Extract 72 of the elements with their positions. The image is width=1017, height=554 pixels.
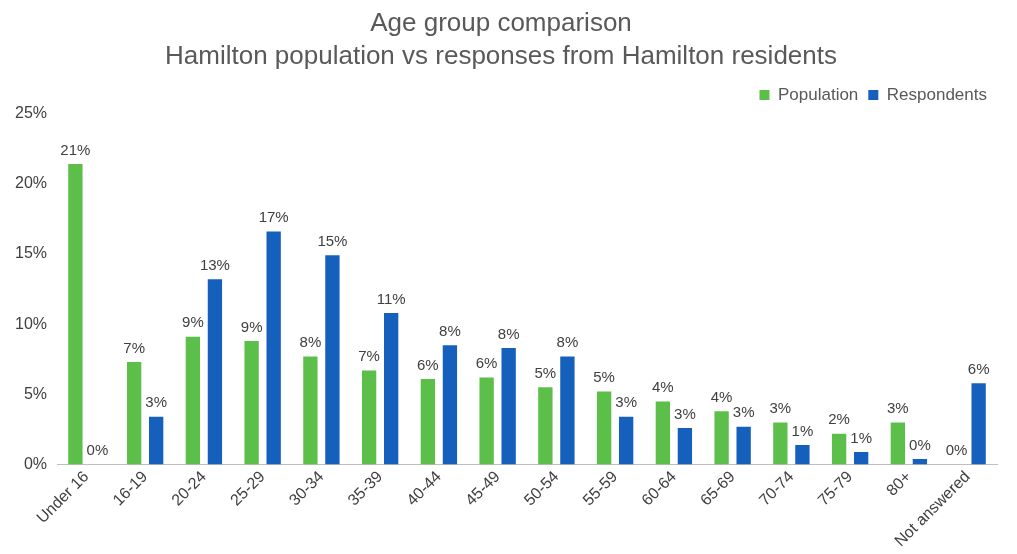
bar: [677, 428, 693, 465]
bar: [618, 416, 634, 465]
data-label: 3%: [732, 403, 755, 421]
data-label: 7%: [123, 338, 145, 356]
legend-label: Respondents: [886, 84, 988, 104]
bar: [325, 255, 340, 465]
data-label: 8%: [497, 324, 520, 342]
bar: [185, 336, 201, 465]
bar: [795, 444, 810, 465]
bar: [266, 231, 281, 465]
bar: [538, 387, 553, 465]
bar: [853, 451, 869, 465]
bar: [384, 312, 399, 465]
y-tick-label: 5%: [23, 384, 48, 402]
bar: [596, 391, 612, 465]
data-label: 11%: [376, 289, 406, 307]
data-label: 5%: [534, 363, 557, 381]
bar: [479, 377, 494, 465]
bar: [773, 422, 788, 465]
data-label: 5%: [593, 368, 615, 386]
bar: [890, 422, 906, 465]
bar: [303, 356, 318, 465]
y-tick-label: 25%: [14, 103, 48, 121]
data-label: 9%: [240, 317, 263, 335]
data-label: 1%: [791, 421, 814, 439]
bar: [971, 383, 986, 465]
bar: [361, 370, 377, 465]
data-label: 21%: [60, 140, 91, 158]
data-label: 4%: [652, 378, 674, 396]
data-label: 0%: [86, 441, 109, 459]
bar: [244, 340, 259, 465]
chart-subtitle: Hamilton population vs responses from Hamilton residents: [165, 39, 837, 70]
data-label: 13%: [199, 255, 230, 273]
bar: [831, 433, 847, 465]
legend-label: Population: [777, 84, 859, 104]
bar: [655, 401, 671, 465]
data-label: 0%: [945, 441, 968, 459]
data-label: 4%: [710, 387, 733, 405]
data-label: 3%: [674, 404, 696, 422]
data-label: 6%: [417, 355, 439, 373]
y-tick-label: 20%: [14, 174, 48, 192]
data-label: 6%: [967, 359, 990, 377]
bar: [560, 356, 575, 465]
data-label: 3%: [769, 399, 792, 417]
bar: [420, 378, 436, 465]
bar: [68, 163, 83, 465]
x-tick-label: 80+: [882, 467, 915, 499]
bar: [501, 348, 516, 465]
data-label: 3%: [615, 393, 637, 411]
data-label: 17%: [258, 208, 289, 226]
bar: [126, 362, 142, 465]
data-label: 3%: [145, 393, 168, 411]
data-label: 3%: [887, 399, 909, 417]
data-label: 8%: [299, 333, 322, 351]
bar: [207, 279, 223, 465]
data-label: 0%: [909, 435, 931, 453]
bar: [442, 345, 458, 465]
data-label: 6%: [475, 354, 498, 372]
y-tick-label: 15%: [14, 244, 48, 262]
data-label: 8%: [439, 321, 461, 339]
data-label: 7%: [358, 347, 380, 365]
y-tick-label: 0%: [23, 455, 48, 473]
data-label: 15%: [317, 231, 348, 249]
bar: [149, 416, 164, 465]
data-label: 2%: [828, 410, 850, 428]
chart-title: Age group comparison: [370, 6, 632, 37]
bar: [714, 411, 729, 465]
bar: [736, 426, 751, 465]
data-label: 1%: [850, 428, 872, 446]
data-label: 9%: [182, 313, 204, 331]
data-label: 8%: [556, 333, 579, 351]
y-tick-label: 10%: [14, 314, 48, 332]
